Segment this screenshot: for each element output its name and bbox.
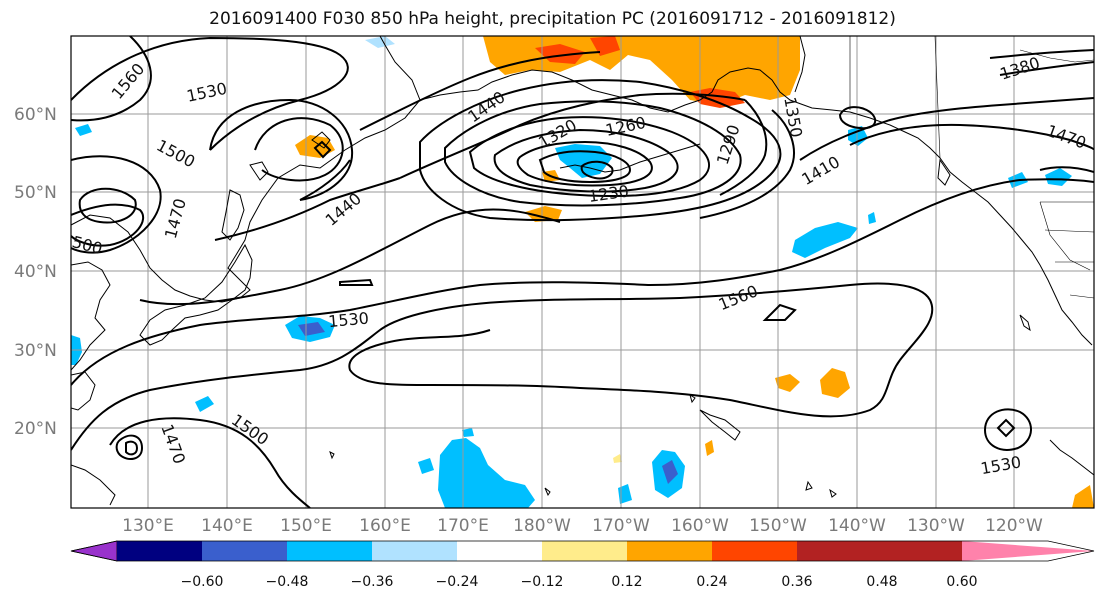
contour-label: 1380 <box>998 53 1043 84</box>
lat-label: 40°N <box>14 262 57 282</box>
contour-label: 1350 <box>780 96 806 139</box>
precip-negative-shading <box>71 36 1072 508</box>
lon-label: 160°E <box>359 516 411 536</box>
colorbar-segment <box>882 541 962 561</box>
colorbar-extend-low <box>70 540 118 562</box>
contour-label: 1470 <box>1044 121 1089 153</box>
longitude-labels: 130°E 140°E 150°E 160°E 170°E 180°W 170°… <box>122 516 1043 536</box>
lon-label: 140°E <box>201 516 253 536</box>
colorbar: −0.60 −0.48 −0.36 −0.24 −0.12 0.12 0.24 … <box>70 540 1095 590</box>
latitude-labels: 60°N 50°N 40°N 30°N 20°N <box>14 105 57 439</box>
colorbar-extend-high <box>962 541 1094 561</box>
lon-label: 170°E <box>437 516 489 536</box>
colorbar-tick: −0.36 <box>351 574 394 590</box>
colorbar-tick: −0.60 <box>181 574 224 590</box>
lat-label: 50°N <box>14 183 57 203</box>
lon-label: 150°E <box>280 516 332 536</box>
lat-label: 30°N <box>14 341 57 361</box>
contour-label: 1260 <box>604 113 648 140</box>
contour-label: 1560 <box>716 281 761 314</box>
contour-label: 1290 <box>713 122 744 167</box>
lon-label: 130°W <box>907 516 965 536</box>
map-title: 2016091400 F030 850 hPa height, precipit… <box>209 9 896 29</box>
colorbar-tick: 0.60 <box>946 574 977 590</box>
colorbar-tick: 0.12 <box>611 574 642 590</box>
lon-label: 130°E <box>122 516 174 536</box>
contour-label: 1530 <box>979 452 1022 478</box>
contour-label: 1470 <box>161 196 190 240</box>
contour-label: 1500 <box>228 410 272 449</box>
colorbar-segment <box>117 541 202 561</box>
contour-label: 500 <box>70 232 104 258</box>
map-frame <box>70 35 1095 509</box>
colorbar-tick: 0.48 <box>866 574 897 590</box>
colorbar-segment <box>372 541 457 561</box>
lon-label: 120°W <box>985 516 1043 536</box>
colorbar-tick: −0.12 <box>521 574 564 590</box>
colorbar-tick: 0.24 <box>696 574 727 590</box>
colorbar-segment <box>457 541 542 561</box>
colorbar-segment <box>542 541 627 561</box>
coastlines <box>71 36 1094 506</box>
lon-label: 150°W <box>749 516 807 536</box>
contour-label: 1500 <box>153 136 198 172</box>
graticule <box>71 36 1094 508</box>
colorbar-tick: 0.36 <box>781 574 812 590</box>
colorbar-segment <box>627 541 712 561</box>
colorbar-segment <box>797 541 882 561</box>
colorbar-segment <box>712 541 797 561</box>
height-contours <box>71 36 1094 508</box>
colorbar-tick: −0.48 <box>266 574 309 590</box>
lon-label: 170°W <box>592 516 650 536</box>
lon-label: 140°W <box>828 516 886 536</box>
colorbar-tick: −0.24 <box>436 574 479 590</box>
colorbar-segment <box>287 541 372 561</box>
lon-label: 180°W <box>513 516 571 536</box>
contour-label: 1530 <box>327 309 369 331</box>
colorbar-segment <box>202 541 287 561</box>
lat-label: 20°N <box>14 419 57 439</box>
lon-label: 160°W <box>671 516 729 536</box>
contour-label: 1530 <box>185 79 229 106</box>
lat-label: 60°N <box>14 105 57 125</box>
